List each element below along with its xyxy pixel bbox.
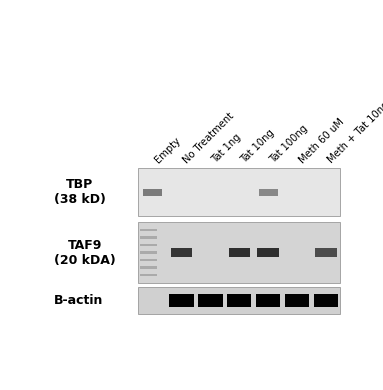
Text: Tat 1ng: Tat 1ng: [211, 133, 244, 165]
Bar: [259, 189, 278, 196]
Text: Empty: Empty: [153, 136, 182, 165]
Bar: [256, 294, 280, 307]
Bar: [139, 244, 157, 246]
Bar: [285, 294, 309, 307]
Text: No Treatment: No Treatment: [182, 111, 236, 165]
Text: TAF9
(20 kDA): TAF9 (20 kDA): [54, 239, 116, 266]
Bar: [227, 294, 252, 307]
Text: Meth + Tat 10ng: Meth + Tat 10ng: [326, 100, 383, 165]
Bar: [139, 229, 157, 231]
Text: TBP
(38 kD): TBP (38 kD): [54, 179, 106, 206]
Text: B-actin: B-actin: [54, 294, 103, 307]
Bar: [139, 259, 157, 261]
Bar: [138, 168, 340, 216]
Text: Tat 10ng: Tat 10ng: [239, 128, 277, 165]
Bar: [257, 248, 279, 257]
Text: Meth 60 uM: Meth 60 uM: [297, 117, 346, 165]
Bar: [138, 222, 340, 282]
Bar: [143, 189, 162, 196]
Bar: [138, 287, 340, 314]
Bar: [139, 251, 157, 254]
Bar: [171, 248, 192, 257]
Bar: [198, 294, 223, 307]
Bar: [139, 266, 157, 269]
Bar: [314, 294, 338, 307]
Bar: [170, 294, 194, 307]
Text: Tat 100ng: Tat 100ng: [268, 124, 310, 165]
Bar: [139, 274, 157, 277]
Bar: [139, 236, 157, 239]
Bar: [229, 248, 250, 257]
Bar: [315, 248, 337, 257]
